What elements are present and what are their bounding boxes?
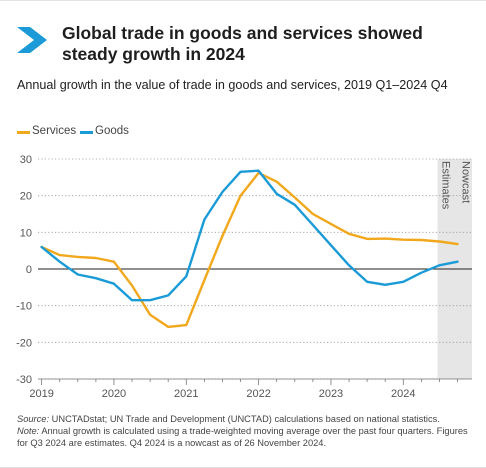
- note-text: Annual growth is calculated using a trad…: [17, 426, 468, 449]
- data-point-services: [385, 238, 386, 239]
- legend-label-services: Services: [32, 125, 77, 137]
- data-point-goods: [276, 193, 277, 194]
- y-tick-label: 30: [20, 154, 32, 166]
- data-point-services: [348, 233, 349, 234]
- y-tick-label: -10: [16, 301, 32, 313]
- data-point-goods: [312, 224, 313, 225]
- x-tick-label: 2021: [174, 388, 198, 400]
- data-point-services: [59, 254, 60, 255]
- x-tick-label: 2023: [319, 388, 343, 400]
- data-point-services: [150, 314, 151, 315]
- data-point-goods: [330, 245, 331, 246]
- data-point-goods: [403, 281, 404, 282]
- annotation-nowcast: Nowcast: [460, 161, 472, 203]
- data-point-services: [294, 197, 295, 198]
- data-point-services: [113, 261, 114, 262]
- source-line: Source: UNCTADstat; UN Trade and Develop…: [17, 413, 479, 425]
- data-point-services: [421, 239, 422, 240]
- chevron-right-icon: [17, 27, 47, 53]
- data-point-goods: [150, 300, 151, 301]
- data-point-goods: [457, 261, 458, 262]
- data-point-goods: [258, 170, 259, 171]
- source-notes: Source: UNCTADstat; UN Trade and Develop…: [17, 413, 479, 450]
- data-point-goods: [439, 265, 440, 266]
- data-point-services: [240, 195, 241, 196]
- data-point-services: [131, 285, 132, 286]
- data-point-goods: [41, 246, 42, 247]
- annotation-estimates: Estimates: [439, 161, 451, 210]
- data-point-goods: [77, 274, 78, 275]
- note-line: Note: Annual growth is calculated using …: [17, 425, 479, 449]
- data-point-services: [204, 279, 205, 280]
- data-point-goods: [131, 300, 132, 301]
- data-point-services: [439, 241, 440, 242]
- data-point-goods: [240, 171, 241, 172]
- data-point-goods: [59, 261, 60, 262]
- data-point-goods: [186, 276, 187, 277]
- y-tick-label: 20: [20, 191, 32, 203]
- data-point-services: [330, 223, 331, 224]
- data-point-services: [95, 257, 96, 258]
- data-point-services: [457, 243, 458, 244]
- y-tick-label: 0: [26, 264, 32, 276]
- source-text: UNCTADstat; UN Trade and Development (UN…: [51, 414, 440, 424]
- data-point-services: [168, 326, 169, 327]
- x-tick-label: 2019: [29, 388, 53, 400]
- data-point-services: [77, 256, 78, 257]
- legend-swatch-services: [17, 131, 30, 134]
- data-point-goods: [367, 281, 368, 282]
- data-point-services: [222, 235, 223, 236]
- legend-swatch-goods: [80, 131, 93, 134]
- data-point-goods: [348, 265, 349, 266]
- data-point-services: [186, 325, 187, 326]
- data-point-goods: [204, 219, 205, 220]
- data-point-goods: [113, 283, 114, 284]
- series-line-services: [40, 171, 459, 329]
- y-tick-label: -20: [16, 337, 32, 349]
- data-point-services: [367, 238, 368, 239]
- data-point-services: [312, 213, 313, 214]
- line-chart: -30 -20 -10 0 10 20 30 2019 2020 2021 2022 2023 2024…: [16, 154, 472, 400]
- data-point-services: [403, 239, 404, 240]
- chart-subtitle: Annual growth in the value of trade in g…: [17, 78, 448, 92]
- x-tick-label: 2024: [391, 388, 415, 400]
- data-point-goods: [222, 191, 223, 192]
- series-line-goods: [40, 169, 459, 302]
- data-point-goods: [168, 295, 169, 296]
- legend-label-goods: Goods: [95, 125, 129, 137]
- data-point-services: [276, 181, 277, 182]
- data-point-goods: [95, 278, 96, 279]
- y-tick-label: 10: [20, 227, 32, 239]
- source-label: Source:: [17, 414, 50, 424]
- data-point-goods: [294, 204, 295, 205]
- data-point-goods: [385, 284, 386, 285]
- y-tick-label: -30: [16, 374, 32, 386]
- x-tick-label: 2020: [102, 388, 126, 400]
- chart-title: Global trade in goods and services showe…: [62, 23, 423, 64]
- x-tick-label: 2022: [246, 388, 270, 400]
- note-label: Note:: [17, 426, 40, 437]
- data-point-goods: [421, 272, 422, 273]
